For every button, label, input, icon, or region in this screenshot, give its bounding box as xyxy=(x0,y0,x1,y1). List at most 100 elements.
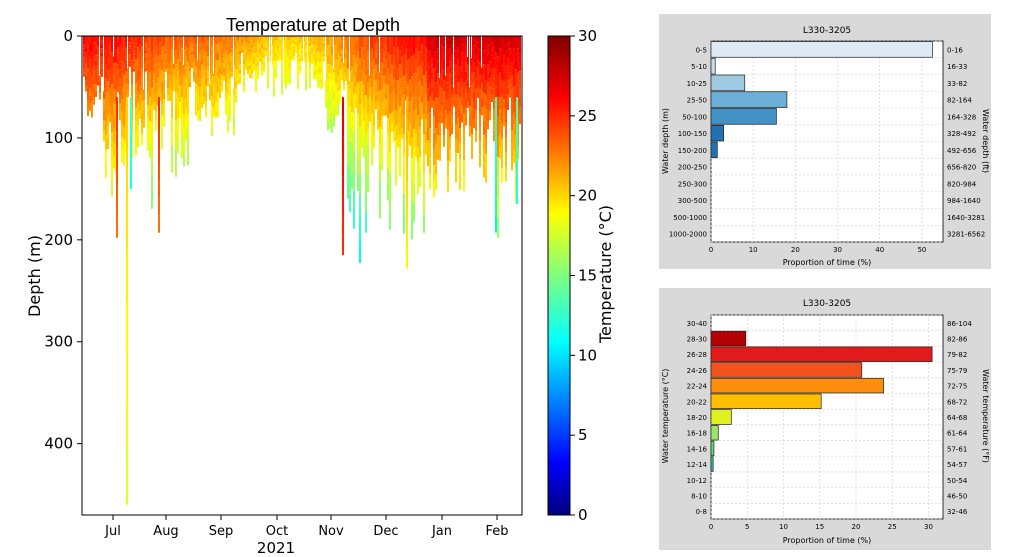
data-gap xyxy=(469,36,470,88)
depth-bar-segment xyxy=(97,80,99,86)
depth-bar-segment xyxy=(349,176,351,195)
depth-bar-segment xyxy=(399,64,401,79)
depth-bar-segment xyxy=(317,66,319,72)
depth-bar-segment xyxy=(281,88,283,95)
x-tick-label: 0 xyxy=(709,246,713,254)
depth-bar-segment xyxy=(331,36,333,46)
depth-bar-segment xyxy=(253,36,255,40)
depth-bar-segment xyxy=(335,100,337,109)
depth-bar-segment xyxy=(147,59,149,71)
depth-bar-segment xyxy=(127,66,129,73)
depth-bar-segment xyxy=(85,41,87,48)
depth-bar-segment xyxy=(483,106,485,121)
deep-dive-spike xyxy=(406,225,408,247)
depth-bar-segment xyxy=(475,57,477,68)
deep-dive-spike xyxy=(516,150,518,165)
depth-bar-segment xyxy=(409,36,411,47)
depth-bar-segment xyxy=(335,68,337,77)
depth-bar-segment xyxy=(193,54,195,59)
depth-bar-segment xyxy=(243,64,245,70)
depth-bar-segment xyxy=(365,114,367,135)
depth-bar-segment xyxy=(339,96,341,104)
depth-bar-segment xyxy=(421,36,423,45)
depth-bar-segment xyxy=(455,79,457,95)
depth-bar-segment xyxy=(243,58,245,65)
depth-bar-segment xyxy=(199,61,201,71)
depth-bar-segment xyxy=(267,72,269,78)
depth-bar-segment xyxy=(91,76,93,85)
depth-bar-segment xyxy=(517,60,519,73)
depth-bar-segment xyxy=(317,51,319,57)
depth-bar-segment xyxy=(459,82,461,98)
depth-bar-segment xyxy=(83,52,85,57)
depth-bar-segment xyxy=(221,36,223,42)
depth-bar-segment xyxy=(167,94,169,102)
depth-bar-segment xyxy=(317,56,319,62)
depth-bar-segment xyxy=(235,89,237,96)
depth-bar-segment xyxy=(389,152,391,172)
depth-bar-segment xyxy=(301,36,303,39)
depth-bar-segment xyxy=(379,163,381,182)
depth-bar-segment xyxy=(337,75,339,84)
chart-title: Temperature at Depth xyxy=(226,15,400,35)
depth-bar-segment xyxy=(155,36,157,46)
depth-bar-segment xyxy=(247,58,249,63)
depth-bar-segment xyxy=(251,61,253,66)
depth-bar-segment xyxy=(253,39,255,44)
category-label-right: 0-16 xyxy=(947,46,963,54)
depth-bar-segment xyxy=(293,53,295,56)
depth-bar-segment xyxy=(91,84,93,93)
depth-bar-segment xyxy=(461,105,463,114)
category-label-right: 72-75 xyxy=(947,383,967,391)
depth-bar-segment xyxy=(427,114,429,128)
depth-bar-segment xyxy=(483,64,485,79)
depth-bar-segment xyxy=(211,65,213,76)
depth-bar-segment xyxy=(337,59,339,68)
depth-bar-segment xyxy=(427,127,429,141)
depth-bar-segment xyxy=(433,132,435,149)
depth-bar-segment xyxy=(137,80,139,92)
depth-bar-segment xyxy=(219,60,221,68)
depth-bar-segment xyxy=(439,85,441,99)
depth-bar-segment xyxy=(339,36,341,43)
depth-bar-segment xyxy=(425,95,427,108)
depth-bar-segment xyxy=(431,86,433,94)
depth-bar-segment xyxy=(329,100,331,111)
depth-bar-segment xyxy=(339,63,341,70)
depth-bar-segment xyxy=(429,112,431,129)
depth-bar-segment xyxy=(351,142,353,159)
depth-bar-segment xyxy=(437,147,439,160)
depth-bar-segment xyxy=(289,74,291,80)
depth-bar-segment xyxy=(413,91,415,111)
depth-bar-segment xyxy=(391,55,393,65)
depth-bar-segment xyxy=(83,40,85,45)
depth-bar-segment xyxy=(375,79,377,88)
depth-bar-segment xyxy=(397,69,399,81)
depth-bar-segment xyxy=(477,79,479,86)
depth-bar-segment xyxy=(317,46,319,52)
depth-bar-segment xyxy=(137,36,139,48)
depth-bar-segment xyxy=(217,36,219,45)
depth-bar-segment xyxy=(299,47,301,51)
depth-bar-segment xyxy=(479,36,481,50)
depth-bar-segment xyxy=(83,56,85,61)
depth-bar-segment xyxy=(215,52,217,61)
depth-bar-segment xyxy=(427,101,429,115)
depth-bar-segment xyxy=(329,45,331,55)
depth-bar-segment xyxy=(473,36,475,46)
x-tick-label: 30 xyxy=(833,246,842,254)
depth-bar-segment xyxy=(203,76,205,84)
depth-bar-segment xyxy=(445,82,447,92)
depth-bar-segment xyxy=(179,36,181,45)
depth-bar-segment xyxy=(299,58,301,63)
depth-bar-segment xyxy=(339,69,341,77)
depth-bar-segment xyxy=(277,48,279,51)
depth-bar-segment xyxy=(133,60,135,65)
grid-lines xyxy=(710,314,943,520)
temperature-bars xyxy=(710,330,933,472)
depth-bar-segment xyxy=(259,58,261,62)
depth-bar-segment xyxy=(233,95,235,106)
depth-bar-segment xyxy=(281,41,283,48)
depth-bar-segment xyxy=(245,36,247,40)
depth-bar-segment xyxy=(317,41,319,47)
